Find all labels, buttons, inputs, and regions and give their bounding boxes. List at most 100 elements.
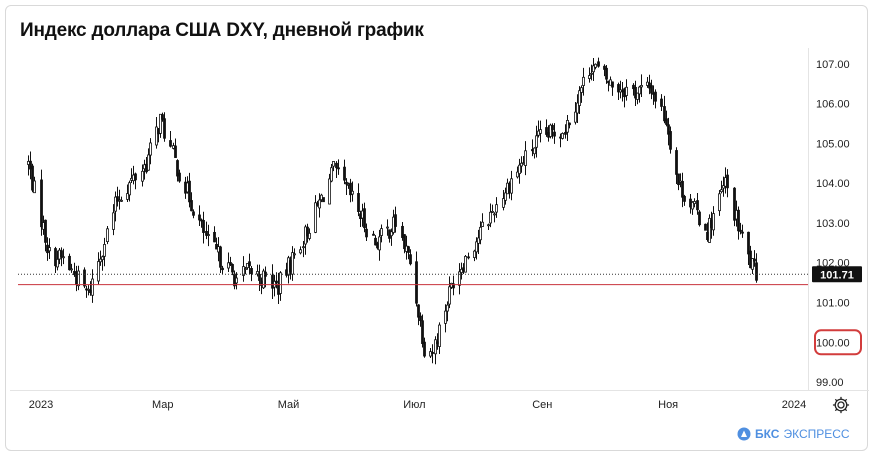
candle-body	[477, 237, 480, 244]
candle-body	[134, 173, 137, 181]
candle-body	[374, 237, 377, 246]
candle-body	[594, 63, 597, 68]
chart-title: Индекс доллара США DXY, дневной график	[20, 20, 424, 41]
candle-body	[299, 249, 302, 254]
candle-body	[551, 125, 554, 131]
candle-body	[524, 150, 527, 166]
candle-body	[106, 228, 109, 243]
candle-body	[302, 246, 305, 249]
candle-body	[363, 208, 366, 229]
candle-body	[250, 268, 253, 275]
candle-body	[561, 133, 564, 139]
y-tick-label: 101.00	[816, 298, 850, 310]
candle-body	[681, 180, 684, 198]
settings-gear-icon[interactable]	[830, 394, 852, 416]
candle-body	[708, 217, 711, 243]
candle-body	[33, 180, 36, 194]
candle-body	[638, 86, 641, 95]
candle-body	[660, 98, 663, 107]
candle-body	[161, 114, 164, 120]
x-tick-label: Май	[278, 399, 300, 411]
candle-body	[737, 209, 740, 232]
candle-body	[663, 106, 666, 122]
candle-body	[564, 131, 567, 135]
candle-body	[56, 258, 59, 268]
candle-body	[421, 320, 424, 344]
candle-body	[535, 135, 538, 148]
candle-body	[691, 201, 694, 210]
candle-body	[423, 341, 426, 357]
candle-body	[351, 190, 354, 195]
candle-body	[330, 167, 333, 182]
candle-body	[291, 252, 294, 275]
candle-body	[669, 131, 672, 150]
brand-name: БКС	[755, 427, 780, 441]
candle-body	[533, 147, 536, 155]
candle-body	[116, 196, 119, 202]
candle-body	[419, 315, 422, 322]
candle-body	[231, 264, 234, 273]
candle-body	[126, 193, 129, 200]
y-tick-label: 99.00	[816, 377, 844, 389]
candle-body	[99, 258, 102, 263]
candle-body	[256, 271, 259, 275]
candle-body	[343, 166, 346, 181]
candle-body	[40, 179, 43, 228]
candle-body	[588, 75, 591, 79]
candle-body	[328, 178, 331, 205]
candle-body	[44, 219, 47, 243]
candle-body	[335, 162, 338, 169]
candle-body	[487, 224, 490, 227]
candle-body	[149, 142, 152, 156]
candle-body	[235, 277, 238, 284]
candle-body	[693, 201, 696, 205]
candle-body	[431, 351, 434, 354]
candle-body	[516, 171, 519, 178]
candle-body	[128, 182, 131, 196]
candle-body	[539, 129, 542, 134]
y-axis: 107.00106.00105.00104.00103.00102.00101.…	[816, 59, 850, 389]
candle-body	[91, 278, 94, 296]
candle-body	[502, 198, 505, 208]
candle-body	[704, 223, 707, 231]
candle-body	[390, 231, 393, 237]
candle-body	[112, 212, 115, 230]
candle-body	[213, 231, 216, 243]
candle-body	[755, 262, 758, 281]
candle-body	[293, 253, 296, 256]
candle-body	[510, 178, 513, 194]
candle-body	[141, 170, 144, 182]
candle-body	[101, 256, 104, 261]
x-tick-label: 2023	[29, 399, 53, 411]
candle-body	[114, 196, 117, 212]
candle-body	[578, 90, 581, 106]
candle-body	[481, 221, 484, 227]
candle-body	[357, 193, 360, 213]
candle-body	[48, 247, 51, 252]
candle-body	[489, 211, 492, 224]
candle-body	[753, 258, 756, 262]
candle-body	[574, 111, 577, 123]
candle-body	[409, 254, 412, 265]
chart-card	[5, 5, 868, 451]
candle-body	[634, 86, 637, 99]
candle-body	[722, 185, 725, 189]
candle-body	[192, 211, 195, 216]
candle-body	[176, 160, 179, 177]
candle-body	[205, 231, 208, 236]
candle-body	[452, 283, 455, 289]
x-axis: 2023 Мар Май Июл Сен Ноя 2024	[29, 399, 806, 411]
candle-body	[720, 189, 723, 193]
candle-body	[407, 246, 410, 253]
candle-body	[741, 231, 744, 234]
candle-body	[464, 255, 467, 273]
candle-body	[178, 172, 181, 182]
candle-body	[147, 154, 150, 171]
candle-body	[29, 160, 32, 170]
candle-body	[163, 118, 166, 139]
candle-body	[603, 65, 606, 70]
candle-body	[553, 131, 556, 137]
candle-body	[712, 213, 715, 231]
candle-body	[372, 233, 375, 236]
